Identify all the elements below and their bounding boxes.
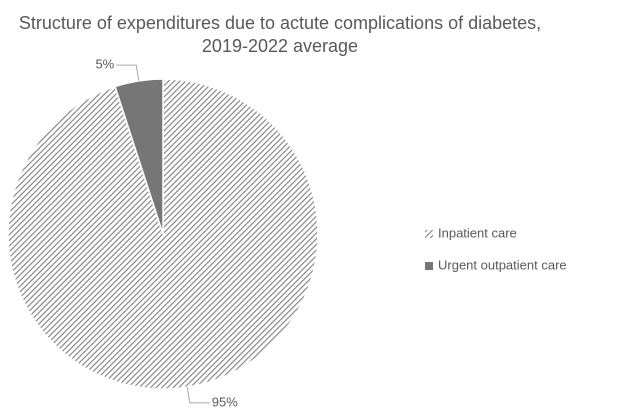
data-label: 95%	[212, 394, 238, 409]
legend-marker	[425, 230, 433, 238]
pie-slice	[114, 78, 164, 235]
legend-label: Inpatient care	[438, 225, 517, 240]
legend-marker	[425, 262, 433, 270]
chart-title: Structure of expenditures due to actute …	[18, 13, 542, 56]
legend-label: Urgent outpatient care	[438, 257, 567, 272]
leader-line	[116, 64, 140, 81]
data-label: 5%	[95, 57, 114, 72]
leader-line	[186, 387, 210, 404]
